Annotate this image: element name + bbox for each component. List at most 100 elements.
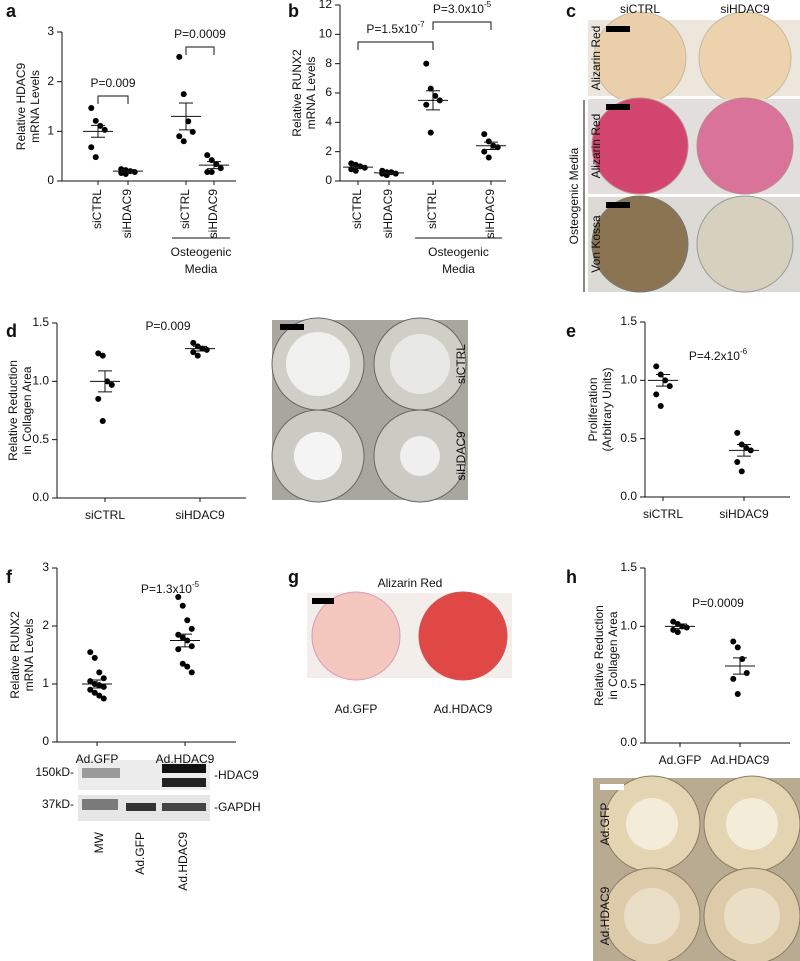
band (82, 768, 120, 778)
y-tick-label: 0.5 (32, 432, 49, 446)
x-tick-label: siCTRL (643, 507, 683, 521)
sem-bar (179, 102, 193, 131)
data-point (203, 346, 210, 353)
data-point (743, 445, 750, 451)
gel (390, 334, 450, 394)
data-point (423, 60, 430, 67)
column-label: siHDAC9 (720, 2, 770, 16)
y-tick-label: 0.0 (620, 489, 637, 503)
panel-letter: d (6, 321, 17, 341)
sem-bar (178, 633, 192, 648)
sem-bar (737, 444, 751, 457)
sem-bar (90, 679, 104, 689)
data-point (99, 418, 106, 424)
data-point (92, 154, 99, 161)
p-value: P=0.0009 (692, 596, 744, 610)
data-point (188, 625, 195, 632)
sem-bar (91, 124, 105, 138)
gel (286, 332, 350, 396)
p-value-text: P=4.2x10 (689, 349, 740, 363)
p-value-text: P=0.009 (90, 76, 135, 90)
well (418, 591, 508, 681)
lane-label: MW (92, 831, 106, 853)
p-value: P=0.0009 (174, 27, 226, 41)
lane-label: Ad.HDAC9 (176, 832, 190, 891)
y-tick-label: 8 (325, 56, 332, 70)
panel-letter: h (566, 567, 577, 587)
data-point (204, 152, 211, 159)
data-point (100, 683, 107, 690)
data-point (180, 91, 187, 98)
data-point (176, 53, 183, 60)
data-point (88, 104, 95, 111)
y-axis-label: mRNA Levels (22, 619, 36, 692)
y-tick-label: 3 (47, 24, 54, 38)
panel-c-photos (583, 11, 800, 293)
data-point (184, 663, 191, 670)
data-point (101, 126, 108, 133)
y-tick-label: 0 (47, 173, 54, 187)
group-label: Osteogenic (171, 245, 232, 259)
y-tick-label: 0 (42, 734, 49, 748)
data-point (208, 169, 215, 176)
panel-letter: g (288, 567, 299, 587)
sem-bar (484, 141, 498, 150)
data-point (734, 429, 741, 436)
panel-letter: a (6, 1, 17, 21)
y-tick-label: 1 (47, 124, 54, 138)
band (162, 764, 206, 773)
y-tick-label: 12 (319, 0, 333, 11)
data-point (348, 160, 355, 167)
data-point (95, 395, 102, 402)
column-label: Ad.GFP (335, 702, 378, 716)
well (696, 97, 794, 195)
x-tick-label: Ad.GFP (659, 753, 702, 767)
p-value-exponent: -7 (417, 20, 425, 29)
x-tick-label: siHDAC9 (120, 189, 134, 239)
data-point (481, 131, 488, 138)
y-tick-label: 0 (325, 173, 332, 187)
data-point (96, 669, 103, 676)
y-axis-label: in Collagen Area (606, 611, 620, 699)
x-tick-label: siHDAC9 (206, 189, 220, 239)
panel-h-photo (593, 775, 800, 961)
bracket (97, 95, 129, 104)
data-point (108, 381, 115, 388)
data-point (427, 85, 434, 92)
y-axis-label: Relative HDAC9 (14, 62, 28, 150)
row-label: siHDAC9 (454, 431, 468, 481)
data-point (87, 649, 94, 656)
y-axis-label: (Arbitrary Units) (600, 367, 614, 451)
x-tick-label: siHDAC9 (175, 508, 225, 522)
y-axis-label: mRNA Levels (28, 70, 42, 143)
group-label: Osteogenic Media (567, 147, 581, 244)
panel-letter: e (566, 321, 576, 341)
scale-bar (606, 26, 630, 32)
p-value-exponent: -6 (740, 347, 748, 356)
column-label: siCTRL (620, 2, 660, 16)
bracket (432, 21, 492, 30)
data-point (481, 148, 488, 155)
well (591, 195, 689, 293)
sem-bar (351, 165, 365, 169)
x-tick-label: siCTRL (178, 189, 192, 229)
sem-bar (121, 169, 135, 174)
data-point (194, 352, 201, 359)
p-value-text: P=0.0009 (692, 596, 744, 610)
group-label: Media (185, 262, 218, 276)
sem-bar (207, 161, 221, 170)
size-marker: 37kD- (42, 797, 74, 811)
sem-bar (426, 90, 440, 111)
p-value-text: P=0.0009 (174, 27, 226, 41)
p-value: P=0.009 (145, 319, 190, 333)
y-tick-label: 1.0 (620, 619, 637, 633)
p-value-text: P=1.3x10 (141, 582, 192, 596)
y-axis-label: in Collagen Area (20, 366, 34, 454)
data-point (485, 154, 492, 161)
well (698, 11, 792, 105)
well (591, 97, 689, 195)
y-tick-label: 0.5 (620, 677, 637, 691)
y-tick-label: 1.5 (620, 314, 637, 328)
panel-d-photo (271, 317, 468, 503)
sem-bar (656, 374, 670, 387)
